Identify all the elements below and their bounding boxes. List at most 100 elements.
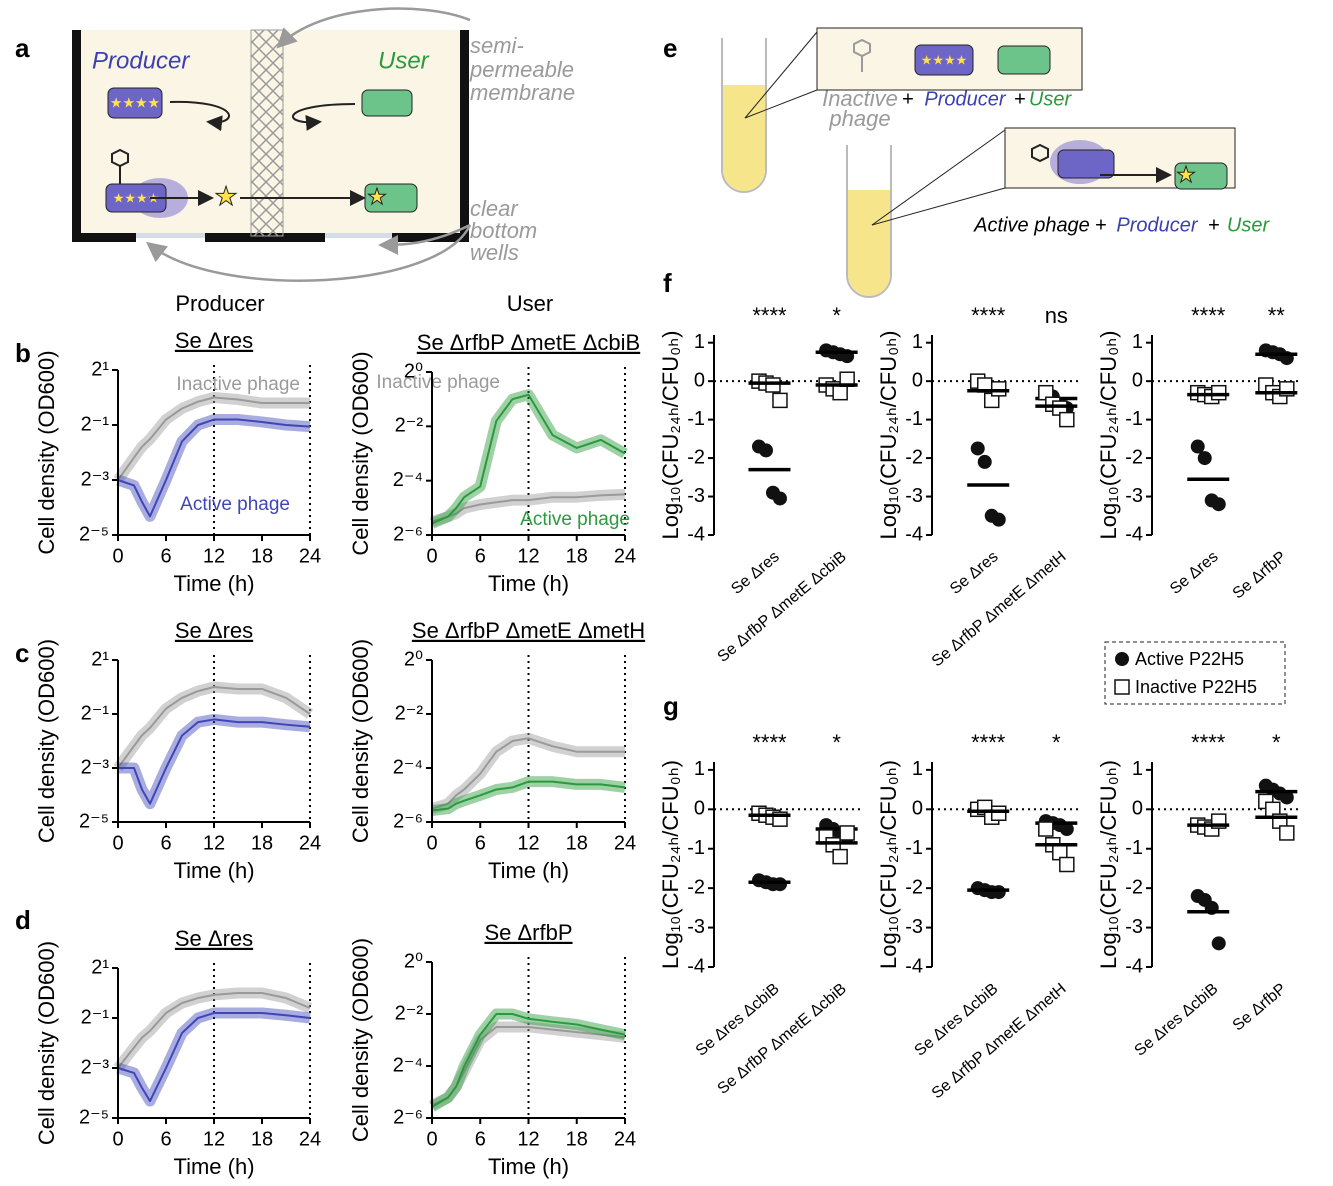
point [772,877,787,892]
y-axis-title: Log₁₀(CFU₂₄ₕ/CFU₀ₕ) [1096,331,1121,540]
y-axis-title: Cell density (OD600) [34,350,59,554]
legend-box [1104,641,1286,705]
y-tick-label: 2⁻¹ [81,1006,110,1028]
significance: **** [752,303,787,328]
x-tick-label: 0 [426,1128,437,1150]
point [970,441,985,456]
point [990,805,1007,821]
category-label: Se ΔrfbP ΔmetE ΔmetH [929,548,1070,670]
x-tick-label: 6 [475,832,486,854]
x-tick-label: 24 [614,545,636,567]
line-chart: Se ΔrfbP ΔmetE ΔcbiB 2⁰ 2⁻² 2⁻⁴ 2⁻⁶0 6 12 18 24 I… [348,330,640,596]
significance: ns [1045,303,1068,328]
clear-bottom [136,233,205,238]
y-axis-title: Cell density (OD600) [34,941,59,1145]
diagram-a: Producer User ★★★★ ★★★★ ★ ★ semi- permea… [72,7,575,282]
callout [744,31,818,119]
star: ★ [367,184,387,209]
point [1059,822,1074,837]
y-axis-title: Log₁₀(CFU₂₄ₕ/CFU₀ₕ) [658,760,683,969]
point [832,384,848,401]
point [772,491,787,506]
arrow [291,103,356,131]
y-tick-label: -2 [1125,446,1143,468]
column-header: User [507,291,553,316]
x-tick-label: 0 [426,832,437,854]
point [772,392,788,409]
producer-label: Producer [924,88,1006,110]
point [832,848,848,865]
y-tick-label: -3 [687,916,705,938]
category-label: Se ΔrfbP ΔmetE ΔcbiB [715,980,850,1097]
pointer [378,223,471,255]
y-tick-label: -4 [1125,523,1143,545]
membrane-label: semi- [470,33,524,58]
line-chart: Se ΔrfbP 2⁰ 2⁻² 2⁻⁴ 2⁻⁶0 6 12 18 24 Time (h) Cell … [348,920,636,1179]
chart-subtitle: Se Δres [175,618,253,643]
x-tick-label: 12 [517,545,539,567]
y-tick-label: -2 [687,876,705,898]
panel-label: c [15,638,29,668]
user-cell [997,45,1051,75]
x-axis-title: Time (h) [488,571,569,596]
y-tick-label: 0 [1132,369,1143,391]
y-tick-label: -3 [687,485,705,507]
x-axis-title: Time (h) [173,571,254,596]
legend-label: Active P22H5 [1135,649,1244,669]
significance: * [1272,730,1281,755]
phage-label: Inactive [822,86,898,111]
x-tick-label: 24 [614,832,636,854]
x-tick-label: 12 [203,1128,225,1150]
x-tick-label: 24 [614,1128,636,1150]
significance: * [1052,730,1061,755]
chart-subtitle: Se ΔrfbP [484,920,572,945]
y-tick-label: 2⁻¹ [81,413,110,435]
y-tick-label: -3 [905,485,923,507]
plus: + [1095,214,1107,236]
panel-label: b [15,338,31,368]
line-chart: Se Δres 2¹ 2⁻¹ 2⁻³ 2⁻⁵0 6 12 18 24 Inactive phage… [34,328,321,596]
y-tick-label: 1 [1132,758,1143,780]
series-line [431,393,626,525]
x-tick-label: 18 [251,832,273,854]
x-tick-label: 18 [566,1128,588,1150]
x-tick-label: 6 [160,1128,171,1150]
x-tick-label: 12 [517,832,539,854]
category-label: Se ΔrfbP ΔmetE ΔcbiB [715,548,850,665]
x-tick-label: 0 [112,832,123,854]
y-tick-label: 2⁻⁵ [79,523,109,545]
membrane [250,29,284,237]
category-label: Se Δres [728,548,783,598]
x-tick-label: 6 [160,545,171,567]
x-axis-title: Time (h) [488,858,569,883]
series-label: Active phage [520,509,630,530]
series-line [118,718,311,805]
y-tick-label: 0 [694,798,705,820]
y-tick-label: -4 [905,955,923,977]
point [977,454,992,469]
user-label: User [1227,214,1271,236]
x-tick-label: 24 [299,832,321,854]
y-tick-label: -1 [687,837,705,859]
phage [1031,143,1049,163]
point [1059,856,1075,873]
producer-cell [107,87,163,119]
y-tick-label: 1 [1132,331,1143,353]
x-tick-label: 24 [299,545,321,567]
star: ★ [214,181,237,211]
y-tick-label: 1 [694,758,705,780]
y-tick-label: 2⁻⁶ [393,810,423,832]
y-tick-label: 2⁻² [395,415,424,437]
x-tick-label: 18 [566,832,588,854]
y-tick-label: 0 [694,369,705,391]
y-tick-label: -3 [1125,916,1143,938]
significance: ** [1268,303,1286,328]
y-tick-label: 2⁰ [404,950,423,972]
point [1038,821,1054,837]
panel-label: g [663,691,679,721]
